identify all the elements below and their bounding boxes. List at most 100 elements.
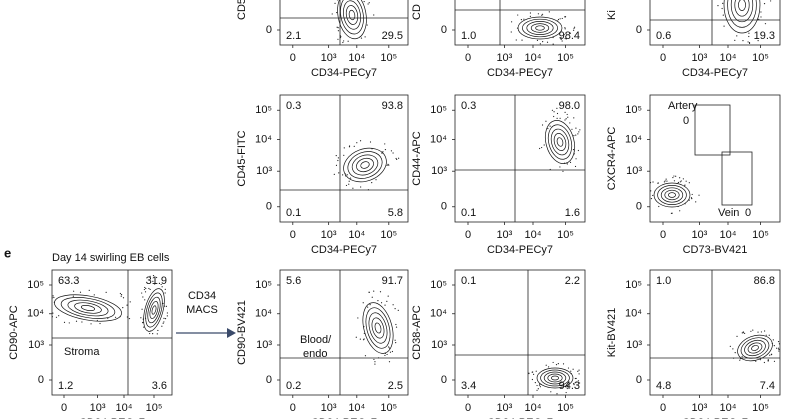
x-tick-label: 10⁴	[720, 402, 737, 414]
y-axis-label: CD45-FITC	[236, 130, 248, 186]
event-dot	[384, 143, 386, 145]
event-dot	[510, 31, 512, 33]
event-dot	[552, 36, 554, 39]
event-dot	[53, 301, 55, 303]
event-dot	[777, 347, 780, 349]
contour	[660, 187, 684, 203]
event-dot	[143, 288, 145, 291]
quadrant-percent: 0.1	[461, 275, 476, 287]
contour	[80, 305, 96, 311]
x-tick-label: 10⁵	[146, 402, 163, 414]
event-dot	[759, 359, 762, 361]
event-dot	[387, 295, 389, 297]
event-dot	[729, 345, 731, 347]
contour	[343, 0, 361, 30]
event-dot	[564, 37, 566, 40]
event-dot	[567, 116, 569, 118]
plot-frame	[649, 0, 781, 46]
event-dot	[741, 356, 743, 358]
event-dot	[564, 16, 566, 18]
event-dot	[680, 180, 682, 182]
event-dot	[162, 302, 164, 305]
event-dot	[384, 148, 387, 151]
event-dot	[382, 151, 384, 153]
event-dot	[757, 40, 759, 42]
event-dot	[373, 290, 375, 292]
event-dot	[166, 312, 169, 314]
event-dot	[162, 322, 164, 324]
event-dot	[93, 294, 95, 296]
event-dot	[144, 291, 147, 293]
y-axis-label: Ki	[606, 10, 618, 20]
y-tick-label: 10⁴	[625, 308, 642, 320]
quadrant-percent: 91.7	[382, 275, 403, 287]
y-tick-label: 10³	[431, 339, 447, 351]
x-axis-label: CD34-PECy7	[311, 244, 377, 256]
y-tick-label: 10⁵	[430, 104, 447, 116]
y-tick-label: 10³	[28, 339, 44, 351]
y-tick-label: 0	[266, 201, 272, 213]
event-dot	[770, 0, 772, 2]
contour	[553, 133, 567, 151]
event-dot	[567, 385, 569, 387]
event-dot	[562, 170, 564, 172]
quadrant-percent: 94.3	[559, 380, 580, 392]
event-dot	[572, 368, 574, 370]
contour	[657, 185, 687, 205]
y-tick-label: 0	[266, 24, 272, 36]
event-dot	[559, 18, 561, 20]
x-tick-label: 10⁴	[525, 52, 542, 64]
event-dot	[55, 316, 58, 318]
event-dot	[142, 318, 144, 320]
y-axis-label: CD44-APC	[411, 131, 423, 185]
contour	[653, 182, 691, 208]
event-dot	[335, 164, 338, 166]
event-dot	[760, 16, 762, 18]
event-dot	[336, 11, 338, 14]
event-dot	[364, 36, 366, 38]
quadrant-percent: 0.3	[461, 100, 476, 112]
event-dot	[755, 360, 757, 362]
event-dot	[573, 383, 575, 385]
x-tick-label: 10³	[90, 402, 106, 414]
event-dot	[90, 323, 92, 325]
event-dot	[338, 172, 340, 174]
event-dot	[546, 41, 549, 43]
event-dot	[553, 111, 555, 113]
event-dot	[570, 370, 572, 372]
y-axis-label: Kit-BV421	[606, 308, 618, 358]
contour	[668, 192, 676, 198]
event-dot	[575, 381, 578, 383]
event-dot	[776, 347, 778, 349]
x-tick-label: 10⁵	[557, 402, 574, 414]
y-tick-label: 10⁴	[255, 133, 272, 145]
event-dot	[679, 181, 681, 183]
event-dot	[63, 321, 66, 323]
x-tick-label: 10⁵	[557, 229, 574, 241]
event-dot	[373, 14, 375, 16]
event-dot	[763, 3, 766, 5]
event-dot	[691, 198, 693, 200]
event-dot	[387, 163, 389, 165]
contour	[734, 0, 750, 17]
panel-letter: e	[4, 245, 11, 260]
arrow-label: MACS	[186, 304, 218, 316]
contour	[347, 151, 383, 179]
x-tick-label: 10⁵	[380, 229, 397, 241]
event-dot	[563, 33, 565, 36]
panel-title: Day 14 swirling EB cells	[52, 252, 170, 264]
event-dot	[579, 129, 581, 131]
event-dot	[363, 0, 365, 3]
event-dot	[552, 43, 554, 45]
x-tick-label: 10⁵	[380, 402, 397, 414]
event-dot	[521, 39, 523, 41]
event-dot	[120, 294, 123, 296]
contour	[522, 18, 558, 38]
x-axis-label: CD34-PECy7	[487, 417, 553, 419]
event-dot	[395, 326, 398, 328]
event-dot	[142, 321, 144, 324]
event-dot	[156, 276, 158, 279]
event-dot	[126, 304, 128, 306]
contour	[145, 292, 163, 328]
event-dot	[734, 352, 736, 354]
